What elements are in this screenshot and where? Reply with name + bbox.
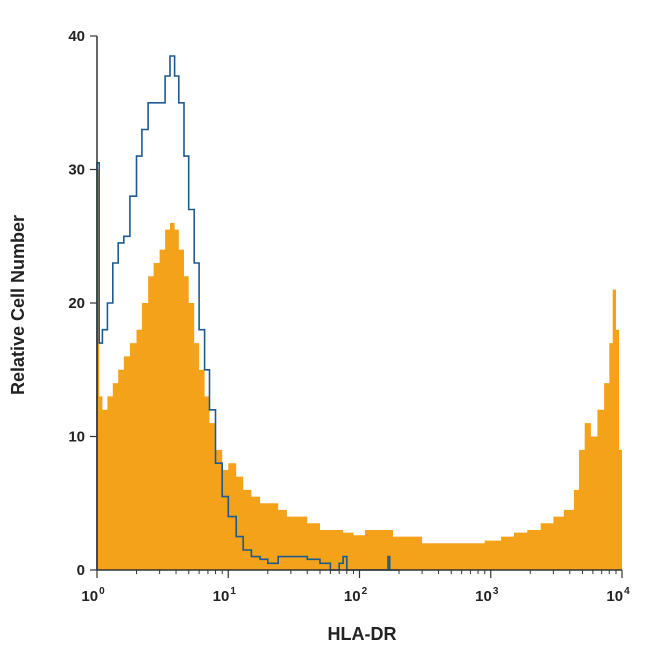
x-tick-label: 100 <box>81 586 105 605</box>
series-1-line <box>96 55 399 571</box>
y-tick-label: 40 <box>68 28 85 45</box>
y-tick-label: 10 <box>68 429 85 446</box>
x-axis-ticks: 100 101 102 103 104 <box>81 570 630 605</box>
y-axis-title: Relative Cell Number <box>8 215 28 395</box>
plot-area <box>96 55 622 571</box>
x-tick-label: 104 <box>606 586 630 605</box>
series-0-area <box>97 169 622 570</box>
y-axis-ticks: 0 10 20 30 40 <box>68 28 97 579</box>
y-tick-label: 20 <box>68 295 85 312</box>
x-tick-label: 101 <box>213 586 237 605</box>
y-tick-label: 30 <box>68 162 85 179</box>
x-axis-title: HLA-DR <box>328 624 397 644</box>
x-tick-label: 102 <box>344 586 368 605</box>
y-tick-label: 0 <box>77 562 85 579</box>
x-tick-label: 103 <box>475 586 499 605</box>
